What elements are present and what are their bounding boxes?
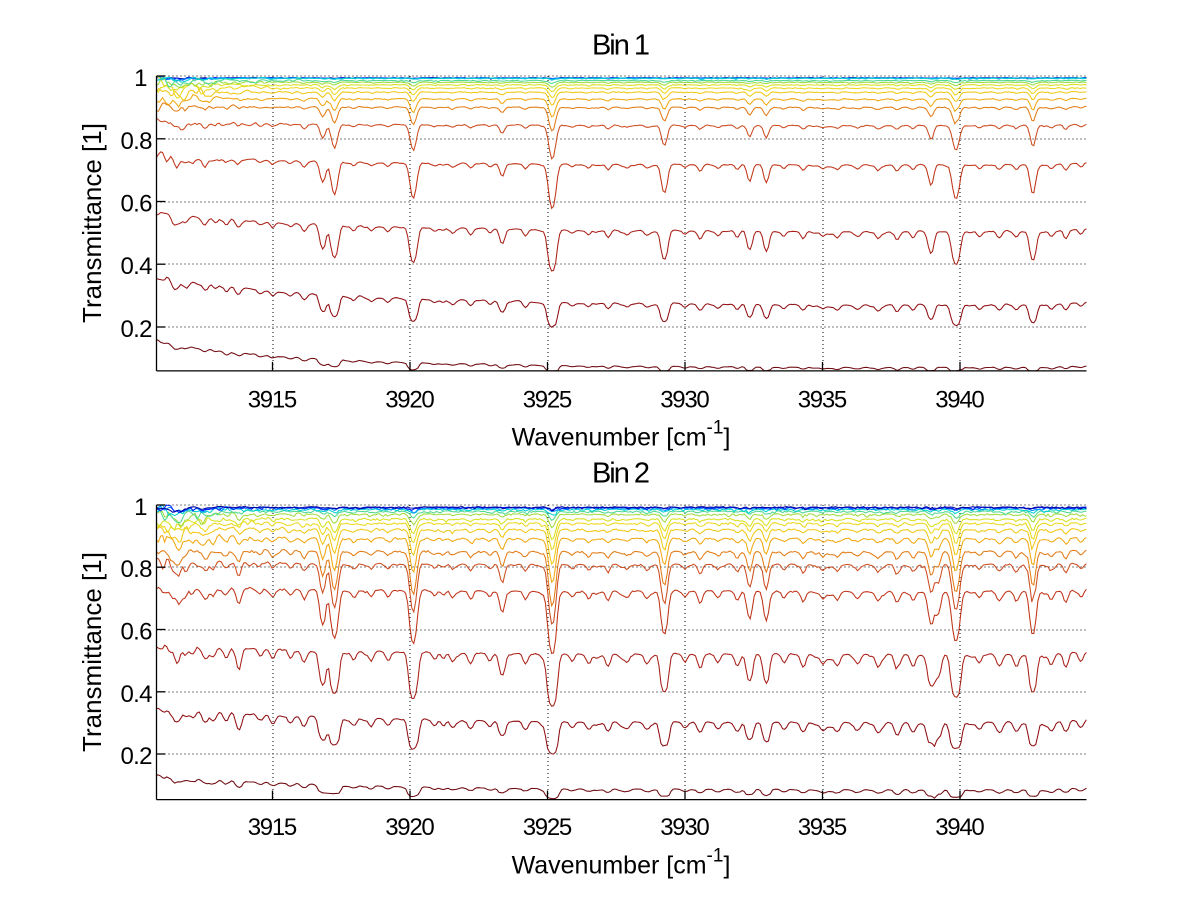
svg-text:3930: 3930 (660, 387, 710, 414)
svg-text:3915: 3915 (248, 387, 298, 414)
svg-text:0.2: 0.2 (121, 743, 153, 770)
svg-text:0.6: 0.6 (121, 619, 153, 646)
svg-text:3935: 3935 (798, 387, 848, 414)
svg-text:1: 1 (134, 65, 147, 92)
svg-text:3940: 3940 (935, 814, 985, 841)
svg-text:3915: 3915 (248, 814, 298, 841)
svg-text:3935: 3935 (798, 814, 848, 841)
svg-text:1: 1 (134, 494, 147, 521)
svg-text:0.4: 0.4 (121, 681, 153, 708)
svg-text:Bin 2: Bin 2 (592, 458, 650, 490)
svg-text:3930: 3930 (660, 814, 710, 841)
svg-text:0.8: 0.8 (121, 556, 153, 583)
svg-text:Wavenumber [cm-1]: Wavenumber [cm-1] (512, 417, 731, 451)
svg-text:Bin 1: Bin 1 (592, 30, 650, 62)
svg-text:Transmittance [1]: Transmittance [1] (77, 552, 107, 752)
svg-text:3940: 3940 (935, 387, 985, 414)
svg-text:Transmittance [1]: Transmittance [1] (77, 123, 107, 323)
svg-text:0.6: 0.6 (121, 191, 153, 218)
svg-text:0.4: 0.4 (121, 253, 153, 280)
svg-text:Wavenumber [cm-1]: Wavenumber [cm-1] (512, 846, 731, 880)
svg-text:3925: 3925 (523, 387, 573, 414)
svg-text:0.8: 0.8 (121, 128, 153, 155)
svg-text:3920: 3920 (385, 814, 435, 841)
svg-text:3925: 3925 (523, 814, 573, 841)
svg-text:0.2: 0.2 (121, 316, 153, 343)
svg-text:3920: 3920 (385, 387, 435, 414)
